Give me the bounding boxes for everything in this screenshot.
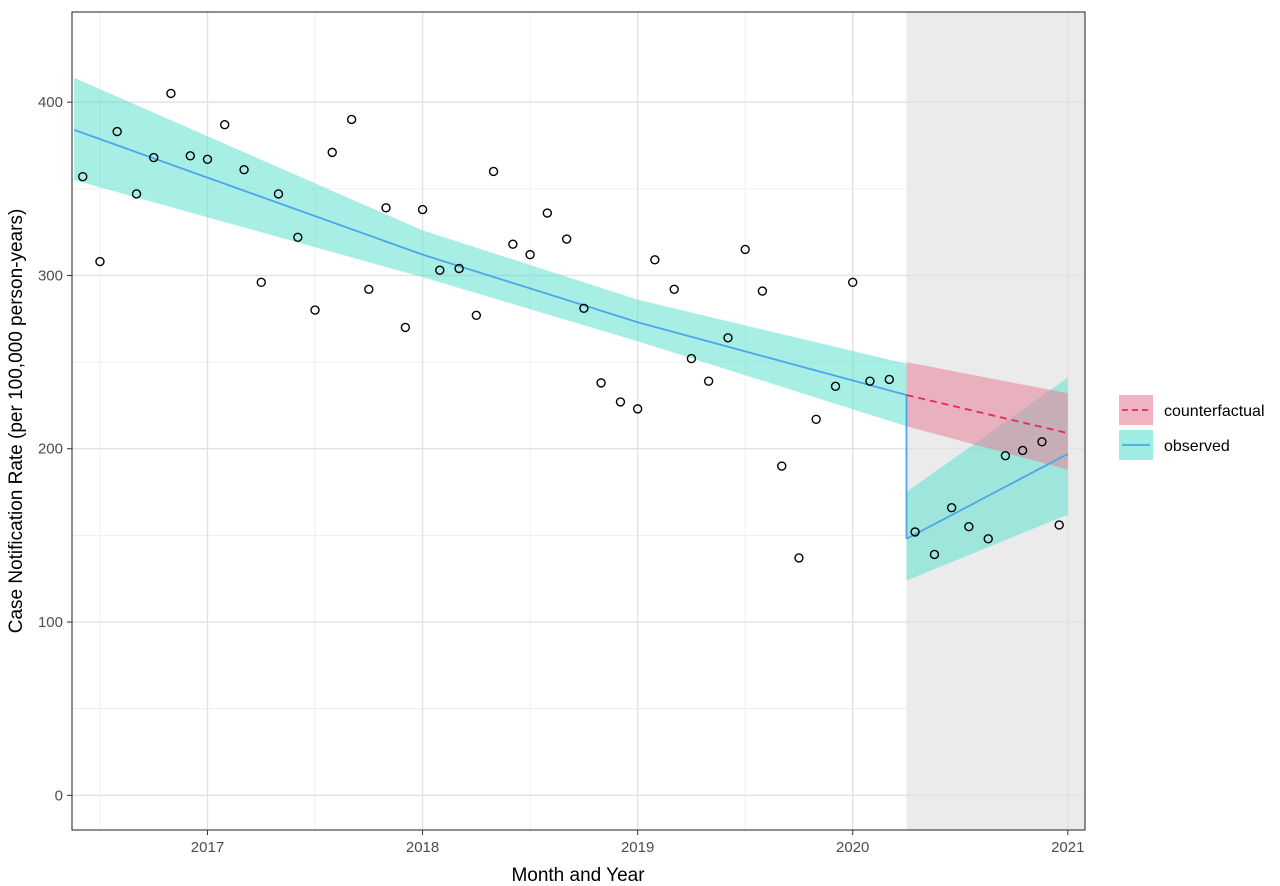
- data-point: [794, 553, 804, 563]
- trend-lines: [73, 129, 1069, 540]
- data-point: [884, 374, 894, 385]
- data-point: [1000, 450, 1011, 461]
- data-point: [848, 277, 858, 288]
- major-gridlines: [72, 12, 1085, 830]
- y-tick-label: 100: [38, 614, 63, 631]
- data-point: [417, 204, 428, 215]
- data-point: [400, 322, 411, 333]
- x-tick-label: 2019: [621, 839, 654, 856]
- data-point: [488, 166, 499, 177]
- data-point: [166, 88, 176, 99]
- data-point: [811, 414, 821, 424]
- data-point: [435, 265, 445, 275]
- data-point: [327, 147, 337, 158]
- data-point: [615, 397, 626, 407]
- data-point: [293, 232, 303, 242]
- data-point: [310, 305, 320, 315]
- data-point: [703, 376, 714, 386]
- y-tick-label: 300: [38, 267, 63, 284]
- data-point: [830, 381, 841, 392]
- data-point: [632, 404, 643, 414]
- data-point: [346, 114, 357, 125]
- legend-entry-counterfactual: counterfactual: [1119, 395, 1265, 425]
- data-point: [202, 154, 213, 165]
- data-point: [579, 303, 589, 314]
- data-point: [1054, 520, 1064, 530]
- data-point: [723, 333, 733, 343]
- data-point: [1037, 437, 1047, 447]
- data-point: [454, 263, 464, 274]
- data-point: [865, 376, 875, 386]
- legend-label-counterfactual: counterfactual: [1164, 403, 1265, 420]
- data-point: [508, 239, 518, 249]
- line-observed-1: [906, 453, 1069, 540]
- x-tick-label: 2018: [406, 839, 439, 856]
- data-point: [596, 378, 606, 388]
- line-counterfactual-0: [906, 394, 1069, 435]
- y-tick-label: 200: [38, 441, 63, 458]
- x-tick-label: 2017: [191, 839, 224, 856]
- legend-entry-observed: observed: [1119, 430, 1230, 460]
- x-tick-label: 2020: [836, 839, 869, 856]
- data-point: [256, 277, 266, 288]
- data-point: [542, 208, 553, 218]
- data-point: [471, 310, 482, 320]
- data-point: [220, 119, 230, 130]
- x-axis-title: Month and Year: [511, 865, 645, 886]
- x-tick-label: 2021: [1051, 839, 1084, 856]
- data-points: [78, 88, 1064, 563]
- data-point: [525, 249, 535, 260]
- data-point: [1017, 445, 1028, 456]
- data-point: [364, 284, 374, 294]
- data-point: [650, 255, 660, 265]
- x-axis: 2017 2018 2019 2020 2021: [191, 830, 1084, 856]
- data-point: [561, 234, 572, 244]
- data-point: [131, 189, 142, 199]
- data-point: [381, 203, 391, 213]
- line-observed-0: [73, 129, 907, 396]
- data-point: [740, 244, 750, 255]
- data-point: [149, 152, 159, 163]
- data-point: [669, 284, 679, 294]
- data-point: [929, 549, 940, 560]
- data-point: [239, 165, 249, 175]
- y-tick-label: 400: [38, 94, 63, 111]
- data-point: [273, 189, 284, 199]
- panel-border: [71, 11, 1086, 831]
- data-point: [112, 126, 122, 137]
- data-point: [983, 534, 993, 544]
- data-point: [946, 502, 957, 513]
- data-point: [964, 522, 974, 532]
- data-point: [78, 171, 88, 182]
- data-point: [910, 527, 920, 537]
- y-axis: 0 100 200 300 400: [38, 94, 72, 804]
- y-tick-label: 0: [55, 787, 63, 804]
- data-point: [185, 151, 195, 161]
- data-point: [686, 353, 697, 364]
- data-point: [757, 286, 768, 296]
- data-point: [95, 256, 105, 267]
- y-axis-title: Case Notification Rate (per 100,000 pers…: [6, 209, 27, 634]
- band-counterfactual-0: [906, 362, 1068, 470]
- legend: counterfactual observed: [1119, 395, 1265, 460]
- data-point: [777, 461, 787, 471]
- legend-label-observed: observed: [1164, 438, 1230, 455]
